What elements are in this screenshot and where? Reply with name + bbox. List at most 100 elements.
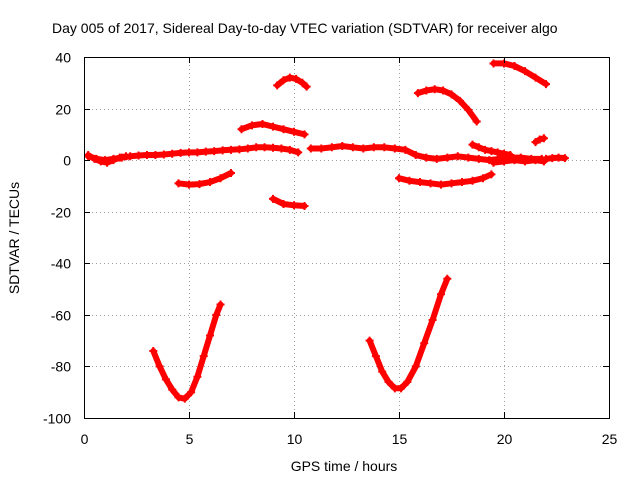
- data-point: [180, 394, 189, 403]
- data-point: [149, 346, 158, 355]
- grid: [84, 57, 609, 418]
- data-point: [437, 180, 445, 189]
- x-tick-label: 20: [497, 431, 513, 447]
- data-point: [306, 144, 315, 153]
- data-point: [210, 147, 219, 156]
- data-point: [420, 339, 429, 348]
- x-tick-label: 25: [602, 431, 618, 447]
- data-point: [193, 148, 202, 157]
- data-point: [258, 120, 267, 129]
- x-axis-label: GPS time / hours: [291, 458, 398, 474]
- data-point: [216, 300, 225, 309]
- data-point: [531, 138, 540, 147]
- data-point: [390, 144, 399, 153]
- x-tick-label: 15: [392, 431, 408, 447]
- data-point: [294, 148, 303, 157]
- data-point: [531, 156, 540, 165]
- data-point: [300, 202, 309, 211]
- data-point: [447, 90, 456, 99]
- chart-title: Day 005 of 2017, Sidereal Day-to-day VTE…: [52, 20, 558, 36]
- data-point: [430, 85, 439, 94]
- satellite-trace: [270, 195, 308, 209]
- data-point: [458, 178, 466, 187]
- data-point: [453, 152, 462, 161]
- data-point: [464, 105, 473, 114]
- data-point: [151, 150, 160, 159]
- data-point: [447, 179, 456, 188]
- data-point: [317, 144, 326, 153]
- data-point: [487, 147, 496, 156]
- data-point: [269, 194, 277, 203]
- data-point: [472, 117, 481, 126]
- data-point: [455, 96, 464, 105]
- data-point: [115, 153, 124, 162]
- data-point: [103, 158, 112, 167]
- data-point: [443, 274, 452, 283]
- data-point: [426, 179, 435, 188]
- data-point: [187, 388, 196, 397]
- data-point: [199, 352, 208, 361]
- data-point: [269, 122, 277, 131]
- data-point: [380, 143, 389, 152]
- data-point: [290, 201, 298, 210]
- data-point: [279, 199, 288, 208]
- data-point: [227, 145, 235, 154]
- data-point: [168, 149, 177, 158]
- data-point: [273, 81, 282, 90]
- data-point: [479, 174, 487, 183]
- plot-frame: [84, 57, 610, 419]
- data-point: [384, 377, 393, 386]
- data-point: [195, 180, 204, 189]
- data-point: [397, 384, 406, 393]
- data-point: [168, 385, 177, 394]
- data-point: [338, 141, 347, 150]
- data-point: [439, 86, 448, 95]
- data-point: [290, 127, 298, 136]
- satellite-trace: [150, 301, 224, 402]
- x-tick-label: 10: [287, 431, 303, 447]
- data-point: [176, 148, 185, 157]
- y-tick-label: -80: [51, 359, 71, 375]
- data-point: [298, 78, 307, 87]
- data-point: [413, 89, 422, 98]
- data-point: [531, 73, 540, 82]
- data-point: [279, 76, 288, 85]
- data-point: [539, 134, 548, 143]
- satellite-trace: [396, 171, 495, 188]
- data-point: [378, 367, 387, 376]
- data-point: [411, 150, 420, 159]
- data-point: [535, 135, 544, 144]
- data-point: [401, 145, 410, 154]
- data-point: [109, 156, 118, 165]
- data-point: [206, 178, 214, 187]
- data-point: [185, 180, 193, 189]
- y-tick-label: 20: [55, 102, 71, 118]
- data-point: [277, 144, 286, 153]
- data-point: [493, 148, 502, 157]
- y-tick-label: 40: [55, 50, 71, 66]
- data-point: [90, 154, 99, 163]
- data-point: [96, 157, 105, 166]
- data-point: [506, 150, 515, 159]
- data-point: [348, 143, 357, 152]
- data-point: [560, 154, 569, 163]
- y-tick-label: 0: [63, 153, 71, 169]
- data-point: [510, 156, 519, 165]
- data-point: [395, 174, 403, 183]
- data-point: [285, 73, 294, 82]
- y-tick-label: -100: [43, 411, 71, 427]
- data-traces: [84, 59, 569, 403]
- data-point: [237, 125, 246, 134]
- data-point: [285, 145, 294, 154]
- data-point: [155, 362, 164, 371]
- x-tick-label: 5: [186, 431, 194, 447]
- data-point: [369, 143, 378, 152]
- data-point: [481, 145, 490, 154]
- data-point: [443, 153, 452, 162]
- data-point: [248, 121, 256, 130]
- data-point: [371, 352, 380, 361]
- data-point: [539, 157, 548, 166]
- data-point: [302, 82, 311, 91]
- data-point: [185, 148, 193, 157]
